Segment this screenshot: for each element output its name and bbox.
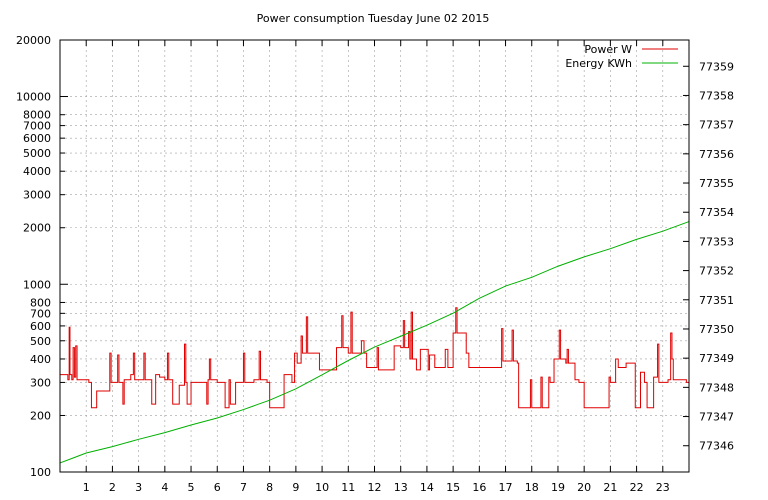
x-tick-label: 10 — [315, 481, 329, 494]
x-tick-label: 8 — [266, 481, 273, 494]
legend-label-power: Power W — [584, 43, 632, 56]
x-tick-label: 7 — [240, 481, 247, 494]
y-right-tick-label: 77348 — [699, 381, 734, 394]
y-left-tick-label: 6000 — [23, 132, 51, 145]
y-left-tick-label: 100 — [30, 466, 51, 479]
y-right-tick-label: 77349 — [699, 352, 734, 365]
y-left-tick-label: 200 — [30, 409, 51, 422]
x-tick-label: 19 — [551, 481, 565, 494]
y-right-tick-label: 77353 — [699, 235, 734, 248]
power-line — [60, 307, 689, 409]
y-right-tick-label: 77354 — [699, 206, 734, 219]
x-tick-label: 13 — [394, 481, 408, 494]
y-right-tick-label: 77359 — [699, 60, 734, 73]
x-tick-label: 16 — [472, 481, 486, 494]
y-right-tick-label: 77357 — [699, 119, 734, 132]
x-tick-label: 18 — [525, 481, 539, 494]
y-left-tick-label: 700 — [30, 307, 51, 320]
y-right-tick-label: 77352 — [699, 265, 734, 278]
y-left-tick-label: 600 — [30, 320, 51, 333]
x-tick-label: 22 — [630, 481, 644, 494]
x-tick-label: 23 — [656, 481, 670, 494]
y-left-tick-label: 7000 — [23, 120, 51, 133]
y-left-tick-label: 10000 — [16, 91, 51, 104]
y-left-tick-label: 4000 — [23, 165, 51, 178]
y-left-tick-label: 8000 — [23, 109, 51, 122]
x-tick-label: 15 — [446, 481, 460, 494]
x-tick-label: 20 — [577, 481, 591, 494]
y-right-tick-label: 77358 — [699, 89, 734, 102]
x-tick-label: 12 — [368, 481, 382, 494]
y-left-tick-label: 2000 — [23, 222, 51, 235]
y-left-tick-label: 1000 — [23, 278, 51, 291]
legend: Power W Energy KWh — [565, 43, 678, 70]
x-tick-label: 17 — [499, 481, 513, 494]
y-left-tick-label: 3000 — [23, 189, 51, 202]
grid-lines — [60, 40, 689, 472]
x-tick-label: 1 — [83, 481, 90, 494]
x-tick-label: 4 — [161, 481, 168, 494]
y-right-tick-label: 77346 — [699, 440, 734, 453]
x-tick-label: 11 — [341, 481, 355, 494]
y-left-tick-label: 300 — [30, 376, 51, 389]
y-left-tick-label: 500 — [30, 335, 51, 348]
y-right-tick-label: 77351 — [699, 294, 734, 307]
x-tick-label: 2 — [109, 481, 116, 494]
x-tick-label: 21 — [603, 481, 617, 494]
y-left-tick-label: 800 — [30, 296, 51, 309]
energy-series — [59, 221, 690, 464]
y-right-tick-label: 77356 — [699, 148, 734, 161]
x-tick-label: 14 — [420, 481, 434, 494]
energy-line — [59, 221, 690, 464]
x-tick-label: 9 — [292, 481, 299, 494]
y-right-tick-label: 77350 — [699, 323, 734, 336]
y-left-tick-label: 400 — [30, 353, 51, 366]
y-left-tick-label: 5000 — [23, 147, 51, 160]
y-axis-right: 77346 77347 77348 77349 77350 77351 77352 77353… — [683, 60, 734, 453]
y-right-tick-label: 77347 — [699, 411, 734, 424]
y-right-tick-label: 77355 — [699, 177, 734, 190]
x-axis: 1 2 3 4 5 6 7 8 9 10 11 12 13 14 15 16 17 18 19 20 21 22 23 — [83, 40, 670, 494]
chart-title: Power consumption Tuesday June 02 2015 — [257, 12, 490, 25]
x-tick-label: 6 — [214, 481, 221, 494]
x-tick-label: 3 — [135, 481, 142, 494]
x-tick-label: 5 — [188, 481, 195, 494]
power-series — [60, 307, 689, 409]
legend-label-energy: Energy KWh — [565, 57, 632, 70]
y-left-tick-label: 20000 — [16, 34, 51, 47]
